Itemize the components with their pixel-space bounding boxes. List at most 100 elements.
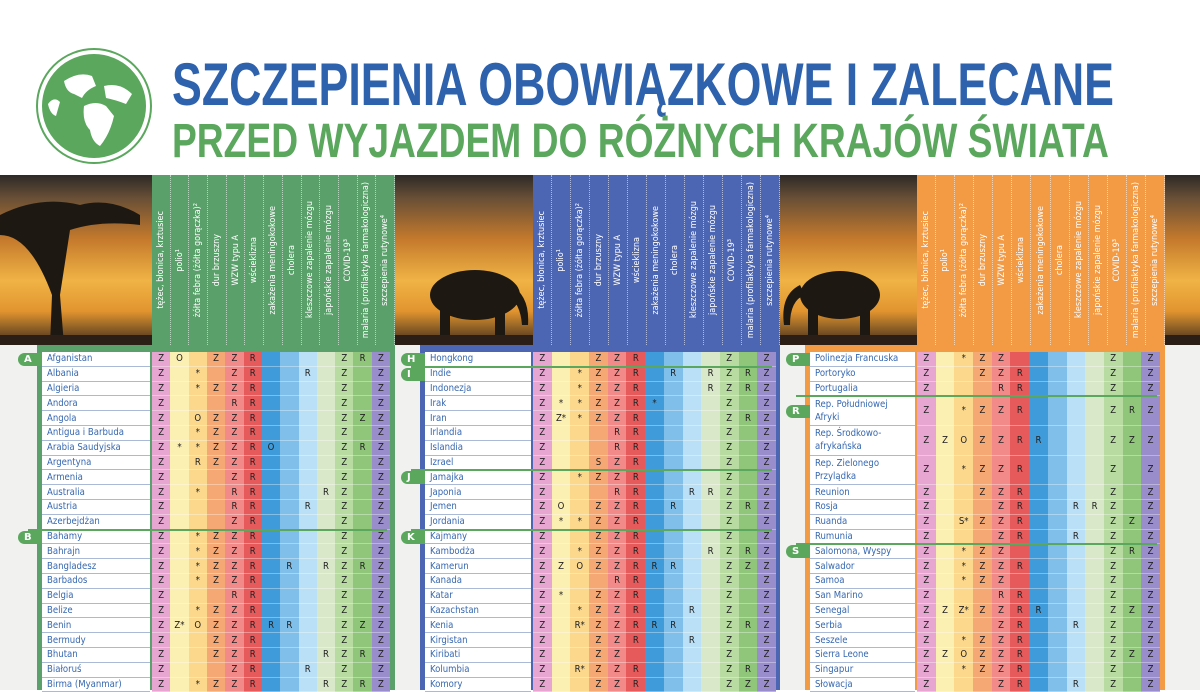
vaccine-cell	[280, 588, 299, 604]
title-line-1: SZCZEPIENIA OBOWIĄZKOWE I ZALECANE	[172, 51, 1115, 118]
country-name: Portugalia	[810, 381, 915, 397]
column-header: żółta febra (żółta gorączka)²	[189, 175, 209, 345]
vaccine-cell	[1047, 366, 1067, 382]
vaccine-cell: Z	[335, 440, 354, 456]
vaccine-cell: Z	[335, 352, 354, 367]
vaccine-cell	[551, 485, 571, 500]
vaccine-cell	[1066, 588, 1086, 604]
vaccine-cell: Z	[719, 514, 739, 530]
vaccine-cell: Z	[973, 426, 992, 456]
vaccine-cell: Z	[991, 352, 1011, 367]
vaccine-cell: R	[1010, 618, 1030, 634]
vaccine-cell	[589, 440, 608, 456]
vaccine-cell: R	[991, 381, 1011, 397]
vaccine-cell: R	[626, 485, 646, 500]
vaccine-cell: Z	[719, 381, 739, 397]
country-row: Andora Z R R Z Z	[42, 396, 391, 412]
vaccine-cell	[701, 633, 720, 648]
vaccine-cell	[701, 352, 720, 367]
vaccine-cell	[551, 352, 571, 367]
country-name: Białoruś	[42, 662, 150, 678]
vaccine-cell	[935, 588, 955, 604]
column-header-label: szczepienia rutynowe⁴	[380, 214, 391, 306]
vaccine-cell	[1085, 618, 1104, 634]
vaccine-cell: Z	[738, 559, 758, 574]
vaccine-cell	[1047, 662, 1067, 678]
country-row: Bhutan Z Z Z R R Z R Z	[42, 648, 391, 663]
vaccine-cell: Z	[225, 411, 244, 426]
vaccine-cell: Z	[719, 618, 739, 634]
vaccine-cell	[570, 633, 590, 648]
vaccine-cell: *	[570, 514, 590, 530]
vaccine-cell	[663, 544, 683, 560]
vaccine-cell: R	[626, 366, 646, 382]
vaccine-cell	[170, 396, 189, 412]
vaccine-cell	[261, 574, 281, 589]
column-header-label: cholera	[1054, 244, 1065, 276]
vaccine-cell	[663, 662, 683, 678]
vaccine-cell	[353, 544, 372, 560]
vaccine-cell: Z	[991, 426, 1011, 456]
vaccine-cell: Z	[1141, 514, 1160, 530]
vaccine-cell	[935, 559, 955, 574]
vaccine-cell: O	[188, 618, 207, 634]
vaccine-cell: Z	[206, 352, 226, 367]
section-letter-marker: P	[786, 352, 810, 366]
column-header-label: WZW typu A	[613, 234, 623, 286]
column-header-label: WZW typu A	[997, 234, 1008, 286]
column-header: WZW typu A	[993, 175, 1013, 345]
country-row: Antigua i Barbuda Z * Z Z R Z Z	[42, 426, 391, 441]
vaccine-cell	[701, 500, 720, 515]
vaccine-cell: S	[589, 455, 608, 471]
vaccine-cell	[645, 500, 664, 515]
vaccine-cell: *	[570, 411, 590, 426]
vaccine-cell: R	[1029, 426, 1048, 456]
country-row: Kanada Z R R Z Z	[425, 574, 776, 589]
country-row: Kenia Z R* Z Z R R R Z R Z	[425, 618, 776, 634]
vaccine-cell: R	[243, 544, 262, 560]
vaccine-cell	[645, 588, 664, 604]
vaccine-cell	[682, 455, 702, 471]
vaccine-cell: Z	[1103, 455, 1123, 486]
vaccine-cell: R	[243, 514, 262, 530]
country-name: Andora	[42, 396, 150, 412]
vaccine-cell: R	[353, 648, 372, 663]
country-row: Salwador Z * Z Z R Z Z	[810, 559, 1160, 574]
vaccine-cell	[738, 529, 758, 545]
vaccine-cell: Z	[335, 381, 354, 397]
vaccine-cell	[280, 662, 299, 678]
column-header: wścieklizna	[245, 175, 265, 345]
vaccine-cell: Z	[1103, 618, 1123, 634]
vaccine-cell: R	[645, 559, 664, 574]
vaccine-cell: Z	[607, 455, 627, 471]
column-header: szczepienia rutynowe⁴	[761, 175, 780, 345]
vaccine-cell	[1047, 514, 1067, 530]
vaccine-cell	[1066, 648, 1086, 663]
vaccine-cell: Z	[371, 426, 391, 441]
vaccine-cell: Z	[152, 529, 171, 545]
vaccine-cell	[701, 396, 720, 412]
vaccine-cell	[280, 440, 299, 456]
vaccine-cell: Z	[1103, 662, 1123, 678]
vaccine-cell: Z	[335, 455, 354, 471]
vaccine-cell	[170, 662, 189, 678]
country-name: Indonezja	[425, 381, 531, 397]
vaccine-cell	[170, 426, 189, 441]
column-header-label: dur brzuszny	[978, 233, 989, 287]
vaccine-cell	[170, 411, 189, 426]
vaccine-cell: R	[298, 662, 317, 678]
country-name: Serbia	[810, 618, 915, 634]
vaccine-cell	[1085, 426, 1104, 456]
vaccine-cell: Z	[973, 544, 992, 560]
vaccine-cell	[935, 662, 955, 678]
vaccine-cell: Z	[152, 352, 171, 367]
country-name: Algieria	[42, 381, 150, 397]
vaccine-cell: R	[280, 618, 299, 634]
vaccine-cell	[954, 529, 974, 545]
vaccine-cell	[954, 618, 974, 634]
vaccine-cell	[298, 470, 317, 486]
vaccine-cell: Z	[973, 662, 992, 678]
vaccine-cell: Z	[589, 411, 608, 426]
vaccine-cell	[589, 485, 608, 500]
vaccine-cell: Z	[589, 633, 608, 648]
